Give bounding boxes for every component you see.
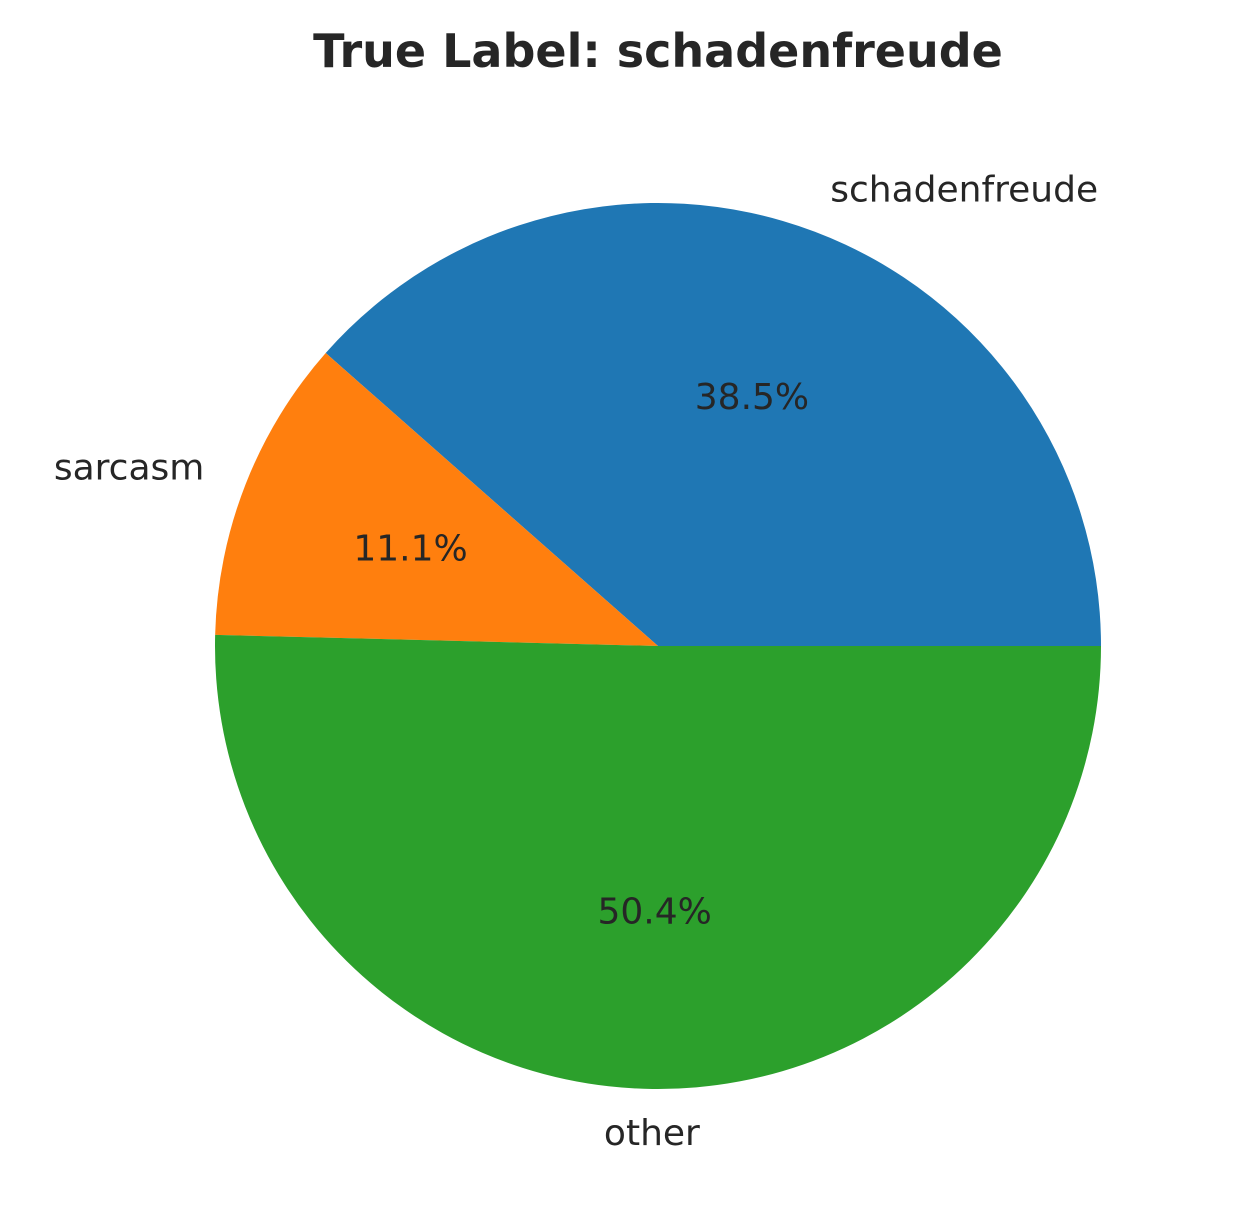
chart-title: True Label: schadenfreude xyxy=(313,24,1003,78)
slice-percent-other: 50.4% xyxy=(597,891,711,932)
pie-slice-schadenfreude xyxy=(325,202,1101,646)
pie-labels: schadenfreude 38.5% sarcasm 11.1% other 50.4% xyxy=(54,170,1098,1154)
pie-slice-other xyxy=(215,634,1101,1089)
slice-label-other: other xyxy=(604,1113,700,1154)
slice-percent-sarcasm: 11.1% xyxy=(353,528,467,569)
slice-percent-schadenfreude: 38.5% xyxy=(695,377,809,418)
slice-label-sarcasm: sarcasm xyxy=(54,448,205,489)
pie-slices xyxy=(215,202,1101,1089)
pie-slice-sarcasm xyxy=(215,353,659,646)
slice-label-schadenfreude: schadenfreude xyxy=(830,170,1098,211)
